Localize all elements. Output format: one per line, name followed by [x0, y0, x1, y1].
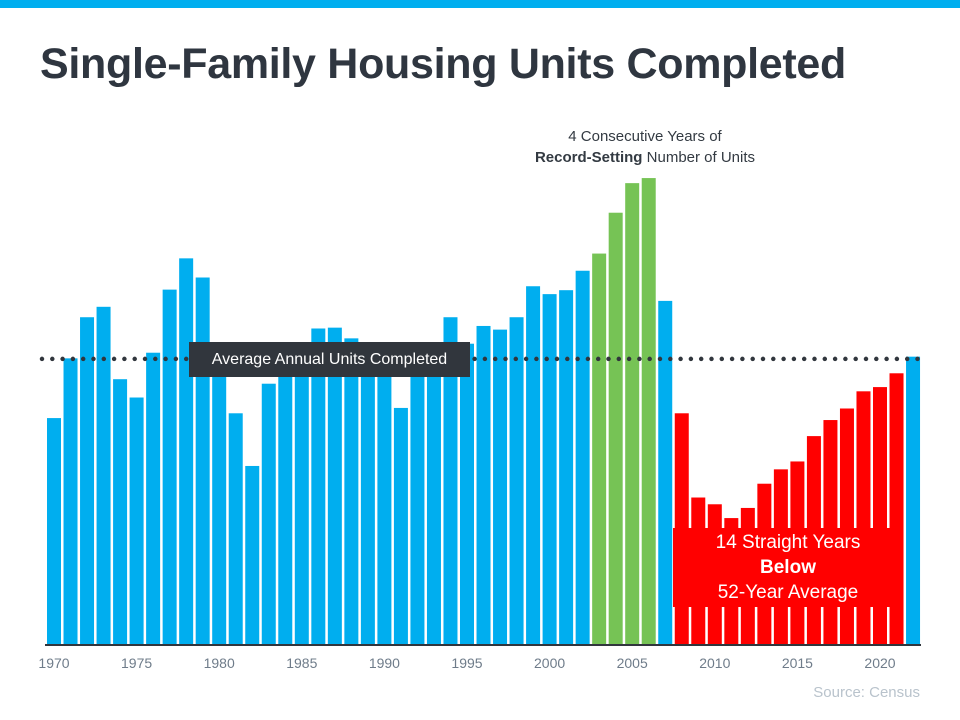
bar-1997: [493, 329, 508, 644]
bar-1978: [179, 258, 194, 644]
x-tick-2020: 2020: [864, 655, 895, 671]
x-tick-2010: 2010: [699, 655, 730, 671]
source-note: Source: Census: [813, 684, 920, 701]
bar-2022: [906, 356, 921, 644]
bar-1999: [526, 286, 541, 644]
record-annotation-bold: Record-Setting: [534, 149, 643, 166]
below-line3: 52-Year Average: [717, 582, 859, 603]
bar-1971: [63, 358, 78, 644]
x-tick-1975: 1975: [121, 655, 152, 671]
top-accent-bar: [0, 0, 960, 8]
bar-1989: [360, 354, 375, 644]
below-average-annotation: 14 Straight Years Below 52-Year Average: [673, 528, 903, 607]
bar-1982: [245, 465, 260, 644]
bar-1970: [47, 418, 61, 644]
bar-1979: [195, 277, 210, 644]
x-tick-1980: 1980: [204, 655, 235, 671]
record-annotation: 4 Consecutive Years of Record-Setting Nu…: [500, 126, 790, 168]
bar-1976: [146, 352, 161, 644]
bar-1995: [460, 343, 474, 644]
bar-2002: [575, 270, 590, 644]
bar-1993: [426, 351, 441, 644]
bar-1987: [327, 327, 342, 644]
bar-1998: [509, 317, 524, 644]
bar-1983: [261, 383, 276, 644]
bar-1990: [377, 371, 392, 644]
bar-1975: [129, 397, 144, 644]
bar-1985: [294, 342, 309, 644]
bar-1981: [228, 413, 243, 644]
bar-1984: [278, 355, 293, 644]
x-tick-2000: 2000: [534, 655, 565, 671]
bar-1974: [113, 379, 128, 644]
bar-1994: [443, 317, 458, 644]
average-label: Average Annual Units Completed: [189, 342, 470, 377]
bar-2005: [625, 183, 640, 644]
record-annotation-rest: Number of Units: [642, 149, 756, 166]
bar-1973: [96, 306, 111, 644]
bar-2000: [542, 294, 557, 644]
bar-1996: [476, 325, 491, 644]
bar-1972: [80, 317, 95, 644]
bar-1977: [162, 289, 177, 644]
bar-1992: [410, 372, 425, 644]
bar-2007: [658, 300, 673, 644]
bar-1986: [311, 328, 326, 644]
bar-2006: [641, 178, 656, 644]
bar-2018: [839, 408, 854, 644]
x-tick-1995: 1995: [451, 655, 482, 671]
chart-title: Single-Family Housing Units Completed: [40, 40, 846, 88]
x-tick-2015: 2015: [782, 655, 813, 671]
record-annotation-line1: 4 Consecutive Years of: [568, 128, 722, 145]
bar-1980: [212, 374, 227, 644]
x-tick-1985: 1985: [286, 655, 317, 671]
x-tick-1970: 1970: [38, 655, 69, 671]
bar-1991: [393, 407, 408, 644]
below-line2: Below: [760, 557, 816, 578]
bar-2003: [592, 253, 607, 645]
bar-2004: [608, 212, 623, 645]
x-tick-1990: 1990: [369, 655, 400, 671]
bar-1988: [344, 338, 359, 644]
below-line1: 14 Straight Years: [715, 532, 861, 553]
bar-2001: [559, 290, 574, 644]
x-tick-2005: 2005: [617, 655, 648, 671]
